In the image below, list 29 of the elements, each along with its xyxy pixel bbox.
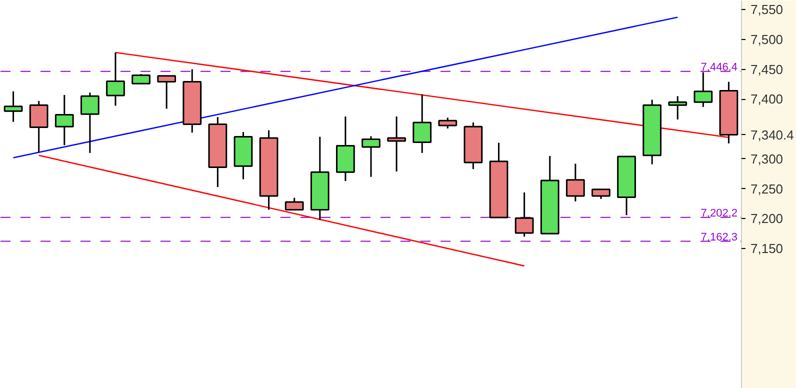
candlestick (668, 95, 688, 120)
candlestick (29, 100, 48, 154)
candlestick (157, 75, 176, 110)
candlestick (80, 92, 100, 154)
candlestick (514, 192, 534, 238)
candlestick (54, 94, 74, 146)
y-tick-label: 7,450 (750, 62, 784, 77)
candlestick (566, 162, 585, 202)
candlestick (438, 116, 458, 130)
y-tick-label: 7,500 (750, 32, 784, 47)
y-tick-label: 7,300 (750, 151, 784, 166)
candlestick (592, 188, 610, 200)
y-tick-label: 7,550 (750, 2, 784, 17)
y-tick-label: 7,150 (750, 241, 784, 256)
ref-line-label: 7,202.2 (700, 207, 738, 220)
candlestick (106, 52, 125, 106)
candlestick (387, 116, 406, 172)
ref-line-label: 7,162.3 (700, 231, 738, 244)
candlestick (132, 73, 150, 84)
candlestick (694, 71, 713, 108)
candlestick (362, 135, 380, 178)
candlestick (284, 197, 304, 210)
y-tick-label: 7,200 (750, 211, 784, 226)
candlestick (4, 90, 23, 123)
y-tick-label: 7,250 (750, 181, 784, 196)
y-tick-label: 7,400 (750, 92, 784, 107)
y-tick-label: 7,340.4 (750, 127, 794, 142)
candlestick (412, 94, 432, 154)
ref-line-label: 7,446.4 (700, 61, 738, 74)
